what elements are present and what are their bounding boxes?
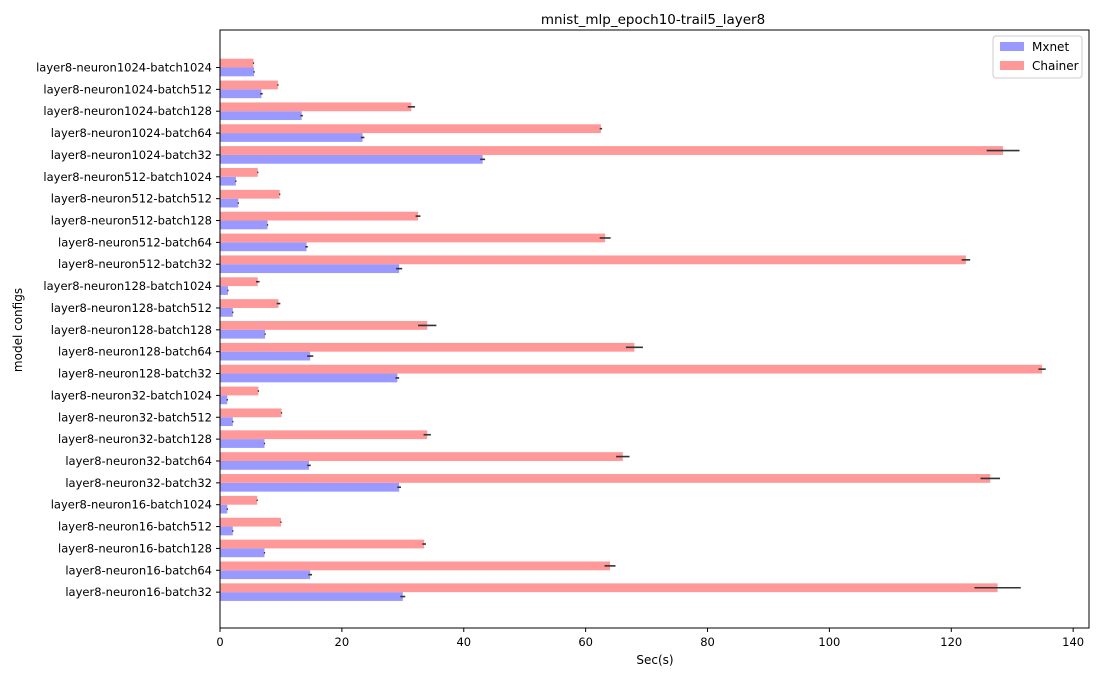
legend: Mxnet Chainer [993, 36, 1082, 78]
bar-chainer [220, 387, 258, 396]
bar-mxnet [220, 133, 363, 142]
y-axis-ticks: layer8-neuron1024-batch1024 layer8-neuron… [36, 61, 220, 600]
bar-mxnet [220, 68, 254, 77]
y-tick-label: layer8-neuron512-batch64 [58, 235, 212, 249]
bar-chainer [220, 496, 257, 505]
bar-mxnet [220, 330, 265, 339]
bar-chainer [220, 190, 280, 199]
chart-title: mnist_mlp_epoch10-trail5_layer8 [541, 12, 765, 28]
bar-chainer [220, 234, 605, 243]
x-tick-label: 140 [1062, 635, 1084, 649]
bar-chainer [220, 518, 281, 527]
y-tick-label: layer8-neuron16-batch1024 [51, 498, 212, 512]
y-tick-label: layer8-neuron32-batch1024 [51, 388, 212, 402]
bar-chainer [220, 81, 278, 90]
bar-mxnet [220, 221, 268, 230]
bar-mxnet [220, 111, 302, 120]
bar-chainer [220, 168, 258, 177]
y-tick-label: layer8-neuron1024-batch128 [43, 104, 212, 118]
bar-layer [220, 59, 1042, 601]
y-tick-label: layer8-neuron128-batch512 [51, 301, 212, 315]
bar-chainer [220, 299, 279, 308]
bar-chainer [220, 124, 601, 133]
bar-chainer [220, 277, 258, 286]
y-tick-label: layer8-neuron32-batch512 [58, 410, 212, 424]
bar-mxnet [220, 286, 228, 295]
y-tick-label: layer8-neuron512-batch1024 [43, 170, 212, 184]
bar-chainer [220, 59, 254, 68]
bar-mxnet [220, 461, 309, 470]
y-tick-label: layer8-neuron512-batch32 [58, 257, 212, 271]
bar-chainer [220, 561, 610, 570]
x-tick-label: 20 [335, 635, 350, 649]
y-tick-label: layer8-neuron128-batch64 [58, 345, 212, 359]
bar-mxnet [220, 505, 227, 514]
y-tick-label: layer8-neuron16-batch128 [58, 541, 212, 555]
bar-mxnet [220, 352, 310, 361]
bar-chainer [220, 212, 418, 221]
x-axis-label: Sec(s) [636, 653, 673, 667]
bar-mxnet [220, 570, 310, 579]
legend-label-mxnet: Mxnet [1032, 40, 1069, 54]
bar-mxnet [220, 264, 399, 273]
x-tick-label: 120 [940, 635, 962, 649]
bar-chainer [220, 452, 623, 461]
bar-mxnet [220, 417, 233, 426]
bar-chainer [220, 430, 427, 439]
y-tick-label: layer8-neuron128-batch1024 [43, 279, 212, 293]
legend-swatch-chainer [1000, 61, 1024, 70]
y-tick-label: layer8-neuron32-batch32 [65, 476, 212, 490]
legend-swatch-mxnet [1000, 42, 1024, 51]
x-tick-label: 80 [700, 635, 715, 649]
bar-chainer [220, 102, 411, 111]
bar-mxnet [220, 374, 397, 383]
bar-mxnet [220, 89, 261, 98]
bar-chainer [220, 255, 966, 264]
bar-chainer [220, 408, 282, 417]
y-tick-label: layer8-neuron128-batch128 [51, 323, 212, 337]
bar-chainer [220, 583, 998, 592]
y-tick-label: layer8-neuron32-batch128 [58, 432, 212, 446]
bar-mxnet [220, 527, 233, 536]
y-tick-label: layer8-neuron16-batch32 [65, 585, 212, 599]
bar-mxnet [220, 592, 403, 601]
y-tick-label: layer8-neuron16-batch512 [58, 520, 212, 534]
bar-mxnet [220, 242, 307, 251]
bar-mxnet [220, 308, 233, 317]
bar-mxnet [220, 439, 264, 448]
error-bar-layer [227, 63, 1046, 596]
bar-mxnet [220, 483, 399, 492]
bar-chainer [220, 321, 427, 330]
x-tick-label: 0 [216, 635, 223, 649]
bar-chainer [220, 365, 1042, 374]
bar-mxnet [220, 199, 238, 208]
y-tick-label: layer8-neuron512-batch512 [51, 192, 212, 206]
x-tick-label: 60 [578, 635, 593, 649]
y-tick-label: layer8-neuron32-batch64 [65, 454, 212, 468]
y-axis-label: model configs [11, 288, 25, 372]
bar-mxnet [220, 177, 236, 186]
bar-chainer [220, 474, 990, 483]
legend-label-chainer: Chainer [1032, 59, 1079, 73]
y-tick-label: layer8-neuron1024-batch1024 [36, 61, 212, 75]
x-tick-label: 40 [456, 635, 471, 649]
y-tick-label: layer8-neuron16-batch64 [65, 563, 212, 577]
bar-mxnet [220, 395, 227, 404]
x-axis-ticks: 0 20 40 60 80 100 120 140 [216, 628, 1084, 649]
bar-chainer [220, 343, 634, 352]
y-tick-label: layer8-neuron1024-batch512 [43, 82, 212, 96]
y-tick-label: layer8-neuron1024-batch64 [51, 126, 212, 140]
x-tick-label: 100 [818, 635, 840, 649]
y-tick-label: layer8-neuron512-batch128 [51, 214, 212, 228]
bar-mxnet [220, 548, 264, 557]
y-tick-label: layer8-neuron1024-batch32 [51, 148, 212, 162]
bar-chainer [220, 146, 1003, 155]
bar-chainer [220, 540, 424, 549]
bar-mxnet [220, 155, 483, 164]
y-tick-label: layer8-neuron128-batch32 [58, 367, 212, 381]
